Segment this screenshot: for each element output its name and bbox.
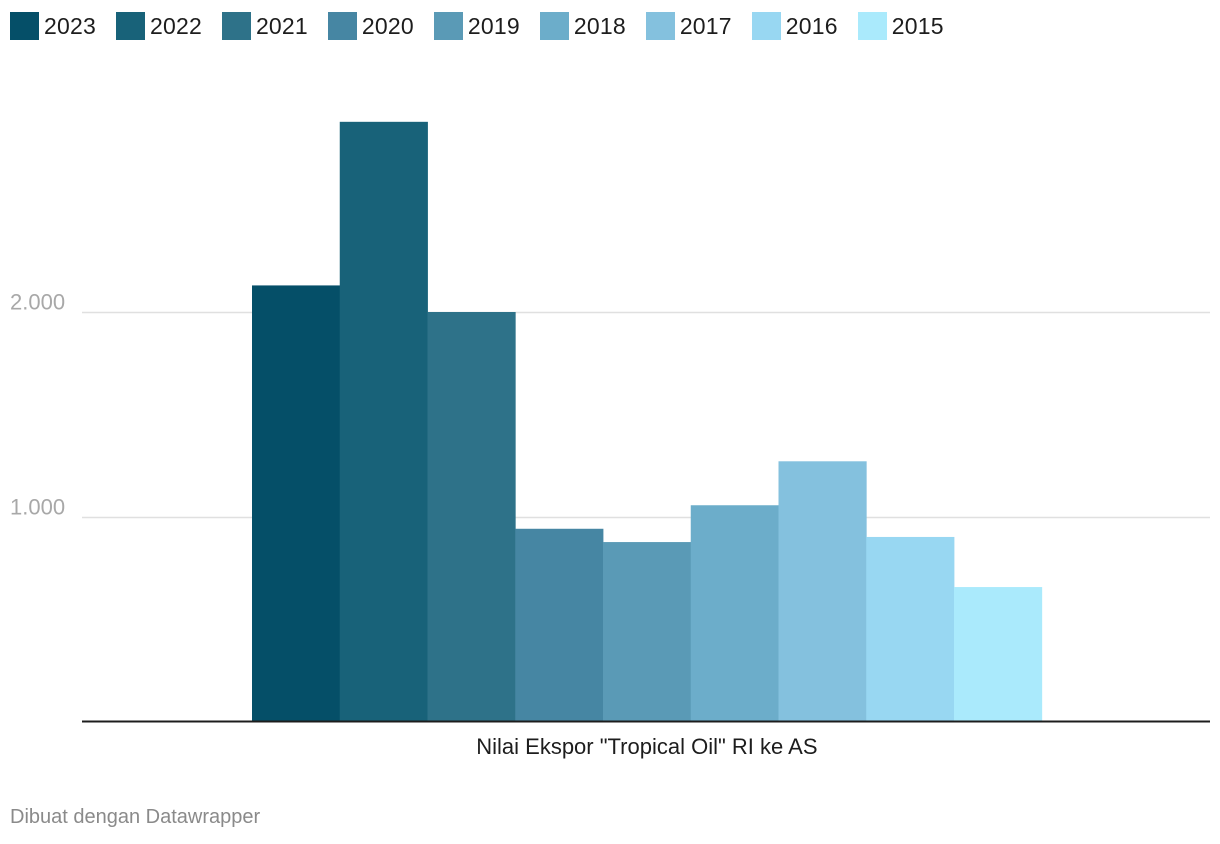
legend-label: 2020 — [361, 12, 414, 39]
bar-2015 — [954, 587, 1043, 721]
legend-item-2016: 2016 — [751, 12, 838, 40]
legend-swatch — [433, 12, 463, 40]
legend-item-2017: 2017 — [645, 12, 732, 40]
legend-label: 2023 — [44, 12, 96, 39]
legend-swatch — [857, 12, 887, 40]
credit-text: Dibuat dengan Datawrapper — [10, 806, 261, 828]
y-tick-label: 2.000 — [10, 290, 65, 315]
bar-2018 — [690, 505, 779, 721]
legend-label: 2019 — [467, 12, 520, 39]
legend-label: 2015 — [891, 12, 944, 39]
y-tick-label: 1.000 — [10, 495, 65, 520]
chart-legend: 2023 2022 2021 2020 2019 2018 2017 2016 2015 — [10, 12, 964, 40]
bar-2023 — [252, 285, 341, 721]
legend-item-2018: 2018 — [539, 12, 626, 40]
legend-swatch — [115, 12, 145, 40]
legend-item-2015: 2015 — [857, 12, 944, 40]
legend-swatch — [221, 12, 251, 40]
legend-swatch — [327, 12, 357, 40]
legend-label: 2022 — [149, 12, 202, 39]
legend-item-2019: 2019 — [433, 12, 520, 40]
legend-item-2020: 2020 — [327, 12, 414, 40]
legend-swatch — [645, 12, 675, 40]
x-category-label: Nilai Ekspor "Tropical Oil" RI ke AS — [476, 734, 817, 759]
legend-item-2022: 2022 — [115, 12, 202, 40]
legend-item-2023: 2023 — [10, 12, 96, 40]
bar-2021 — [427, 312, 516, 721]
bar-2019 — [603, 542, 692, 721]
legend-swatch — [539, 12, 569, 40]
bar-2016 — [866, 536, 955, 721]
bar-2022 — [339, 121, 428, 721]
bar-2020 — [515, 528, 604, 721]
legend-swatch — [751, 12, 781, 40]
legend-label: 2021 — [255, 12, 308, 39]
legend-label: 2018 — [573, 12, 626, 39]
legend-label: 2017 — [679, 12, 732, 39]
bar-2017 — [778, 461, 867, 721]
legend-swatch — [10, 12, 39, 40]
legend-item-2021: 2021 — [221, 12, 308, 40]
legend-label: 2016 — [785, 12, 838, 39]
